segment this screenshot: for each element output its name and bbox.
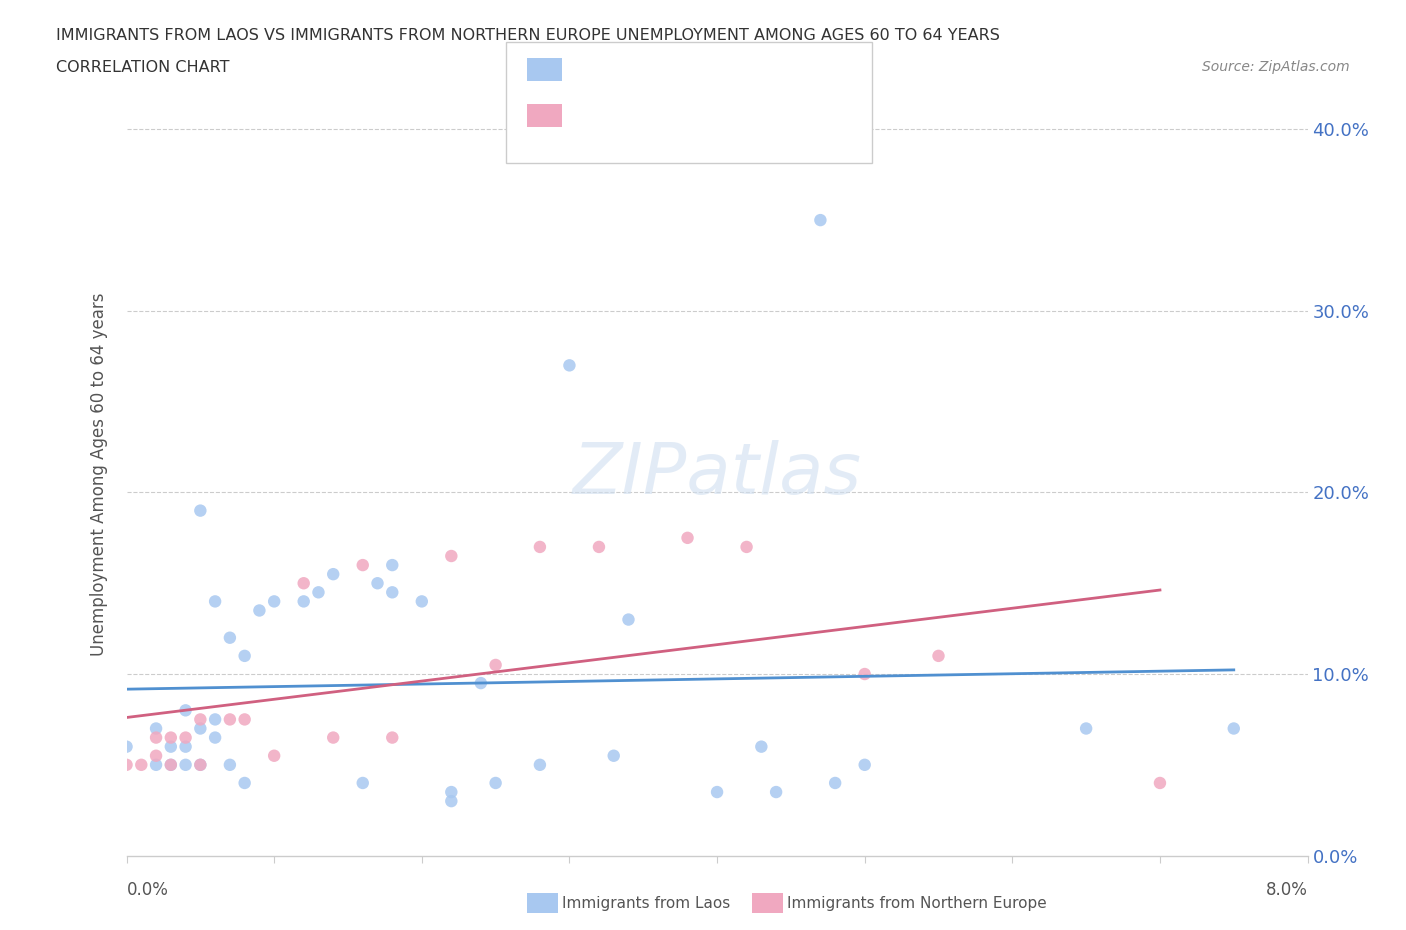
Point	[249, 603, 271, 618]
Point	[174, 757, 197, 772]
Point	[219, 712, 242, 727]
Point	[219, 631, 242, 645]
Text: 44: 44	[733, 60, 758, 78]
Point	[853, 757, 876, 772]
Point	[145, 749, 167, 764]
Point	[145, 757, 167, 772]
Point	[160, 730, 183, 745]
Point	[174, 730, 197, 745]
Text: R =: R =	[574, 60, 613, 78]
Point	[174, 739, 197, 754]
Point	[160, 757, 183, 772]
Point	[233, 776, 256, 790]
Point	[367, 576, 389, 591]
Point	[529, 539, 551, 554]
Point	[174, 703, 197, 718]
Point	[824, 776, 846, 790]
Text: 0.0%: 0.0%	[127, 881, 169, 898]
Point	[1149, 776, 1171, 790]
Point	[765, 785, 787, 800]
Point	[188, 503, 212, 518]
Point	[292, 576, 315, 591]
Point	[484, 776, 508, 790]
Point	[588, 539, 610, 554]
Point	[603, 749, 626, 764]
Point	[292, 594, 315, 609]
Point	[381, 585, 404, 600]
Point	[440, 549, 463, 564]
Point	[470, 676, 492, 691]
Point	[440, 793, 463, 808]
Point	[233, 648, 256, 663]
Text: 0.133: 0.133	[621, 60, 678, 78]
Point	[263, 594, 285, 609]
Point	[188, 757, 212, 772]
Point	[381, 558, 404, 573]
Point	[1223, 721, 1246, 736]
Text: N =: N =	[679, 106, 731, 125]
Point	[352, 776, 374, 790]
Point	[322, 730, 344, 745]
Point	[411, 594, 433, 609]
Point	[706, 785, 728, 800]
Text: R =: R =	[574, 106, 613, 125]
Text: 25: 25	[733, 106, 758, 125]
Point	[322, 566, 344, 581]
Point	[352, 558, 374, 573]
Point	[263, 749, 285, 764]
Point	[160, 757, 183, 772]
Point	[145, 721, 167, 736]
Text: ZIPatlas: ZIPatlas	[572, 440, 862, 509]
Point	[204, 730, 226, 745]
Text: IMMIGRANTS FROM LAOS VS IMMIGRANTS FROM NORTHERN EUROPE UNEMPLOYMENT AMONG AGES : IMMIGRANTS FROM LAOS VS IMMIGRANTS FROM …	[56, 28, 1000, 43]
Point	[307, 585, 329, 600]
Point	[115, 757, 138, 772]
Text: Source: ZipAtlas.com: Source: ZipAtlas.com	[1202, 60, 1350, 74]
Point	[751, 739, 773, 754]
Point	[204, 712, 226, 727]
Point	[440, 785, 463, 800]
Point	[204, 594, 226, 609]
Point	[233, 712, 256, 727]
Text: CORRELATION CHART: CORRELATION CHART	[56, 60, 229, 75]
Point	[1076, 721, 1098, 736]
Point	[928, 648, 950, 663]
Point	[810, 213, 832, 228]
Point	[853, 667, 876, 682]
Text: N =: N =	[679, 60, 731, 78]
Text: 0.445: 0.445	[621, 106, 678, 125]
Point	[129, 757, 153, 772]
Y-axis label: Unemployment Among Ages 60 to 64 years: Unemployment Among Ages 60 to 64 years	[90, 293, 108, 656]
Point	[381, 730, 404, 745]
Point	[558, 358, 581, 373]
Point	[617, 612, 640, 627]
Point	[735, 539, 758, 554]
Point	[115, 739, 138, 754]
Point	[160, 739, 183, 754]
Point	[145, 730, 167, 745]
Point	[188, 757, 212, 772]
Point	[188, 721, 212, 736]
Point	[676, 530, 699, 545]
Text: Immigrants from Laos: Immigrants from Laos	[562, 896, 731, 910]
Point	[188, 712, 212, 727]
Point	[529, 757, 551, 772]
Text: 8.0%: 8.0%	[1265, 881, 1308, 898]
Point	[484, 658, 508, 672]
Text: Immigrants from Northern Europe: Immigrants from Northern Europe	[787, 896, 1047, 910]
Point	[219, 757, 242, 772]
